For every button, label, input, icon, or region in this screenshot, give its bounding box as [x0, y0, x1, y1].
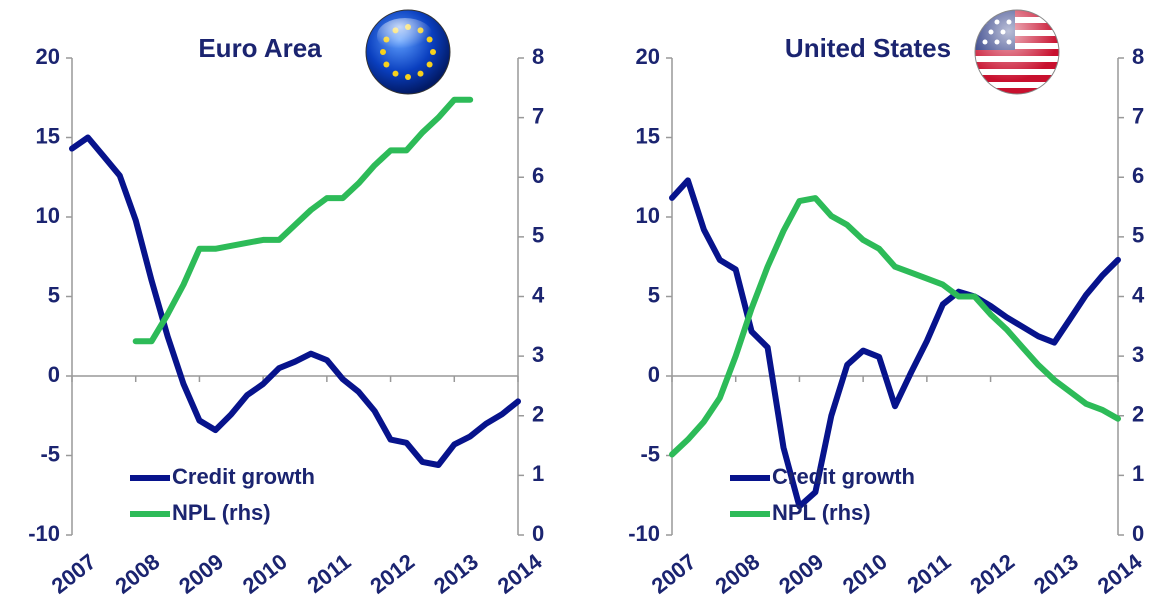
y-tick-label: 10 [36, 203, 60, 228]
y2-tick-label: 2 [1132, 402, 1144, 427]
chart-title: United States [785, 33, 951, 63]
us-flag [974, 9, 1060, 95]
y-tick-label: 0 [648, 362, 660, 387]
x-tick-label: 2011 [903, 549, 956, 598]
x-tick-label: 2013 [1029, 549, 1083, 599]
y2-tick-label: 4 [532, 282, 545, 307]
y2-tick-label: 6 [532, 163, 544, 188]
series-line [669, 195, 1121, 458]
chart-title: Euro Area [198, 33, 322, 63]
y2-tick-label: 8 [532, 44, 544, 69]
x-tick-label: 2014 [493, 548, 548, 598]
y2-tick-label: 5 [532, 223, 544, 248]
y2-tick-label: 1 [1132, 461, 1144, 486]
y2-tick-label: 7 [1132, 103, 1144, 128]
y2-tick-label: 4 [1132, 282, 1145, 307]
y-tick-label: -10 [628, 521, 660, 546]
x-tick-label: 2009 [774, 549, 828, 599]
y-tick-label: -5 [40, 441, 60, 466]
y2-tick-label: 1 [532, 461, 544, 486]
x-tick-label: 2010 [238, 549, 292, 599]
y2-tick-label: 2 [532, 402, 544, 427]
series-line [669, 177, 1121, 510]
legend-label: NPL (rhs) [172, 500, 271, 525]
x-tick-label: 2011 [303, 549, 356, 598]
y2-tick-label: 0 [1132, 521, 1144, 546]
y2-tick-label: 6 [1132, 163, 1144, 188]
y-tick-label: 20 [36, 44, 60, 69]
y-tick-label: 10 [636, 203, 660, 228]
legend-label: NPL (rhs) [772, 500, 871, 525]
legend-label: Credit growth [172, 464, 315, 489]
y-tick-label: -10 [28, 521, 60, 546]
x-tick-label: 2014 [1093, 548, 1148, 598]
x-tick-label: 2007 [47, 549, 101, 599]
y2-tick-label: 8 [1132, 44, 1144, 69]
y-tick-label: 15 [636, 123, 660, 148]
x-tick-label: 2008 [110, 549, 164, 599]
y-tick-label: -5 [640, 441, 660, 466]
x-tick-label: 2008 [710, 549, 764, 599]
legend-label: Credit growth [772, 464, 915, 489]
y2-tick-label: 0 [532, 521, 544, 546]
x-tick-label: 2009 [174, 549, 228, 599]
y2-tick-label: 3 [532, 342, 544, 367]
y2-tick-label: 5 [1132, 223, 1144, 248]
y-tick-label: 20 [636, 44, 660, 69]
y2-tick-label: 7 [532, 103, 544, 128]
x-tick-label: 2012 [365, 549, 419, 599]
x-tick-label: 2012 [965, 549, 1019, 599]
series-line [132, 96, 474, 345]
y-tick-label: 5 [48, 282, 60, 307]
x-tick-label: 2010 [838, 549, 892, 599]
y2-tick-label: 3 [1132, 342, 1144, 367]
y-tick-label: 0 [48, 362, 60, 387]
eu-flag [365, 9, 451, 95]
x-tick-label: 2007 [647, 549, 701, 599]
y-tick-label: 15 [36, 123, 60, 148]
x-tick-label: 2013 [429, 549, 483, 599]
series-line [69, 134, 521, 468]
y-tick-label: 5 [648, 282, 660, 307]
